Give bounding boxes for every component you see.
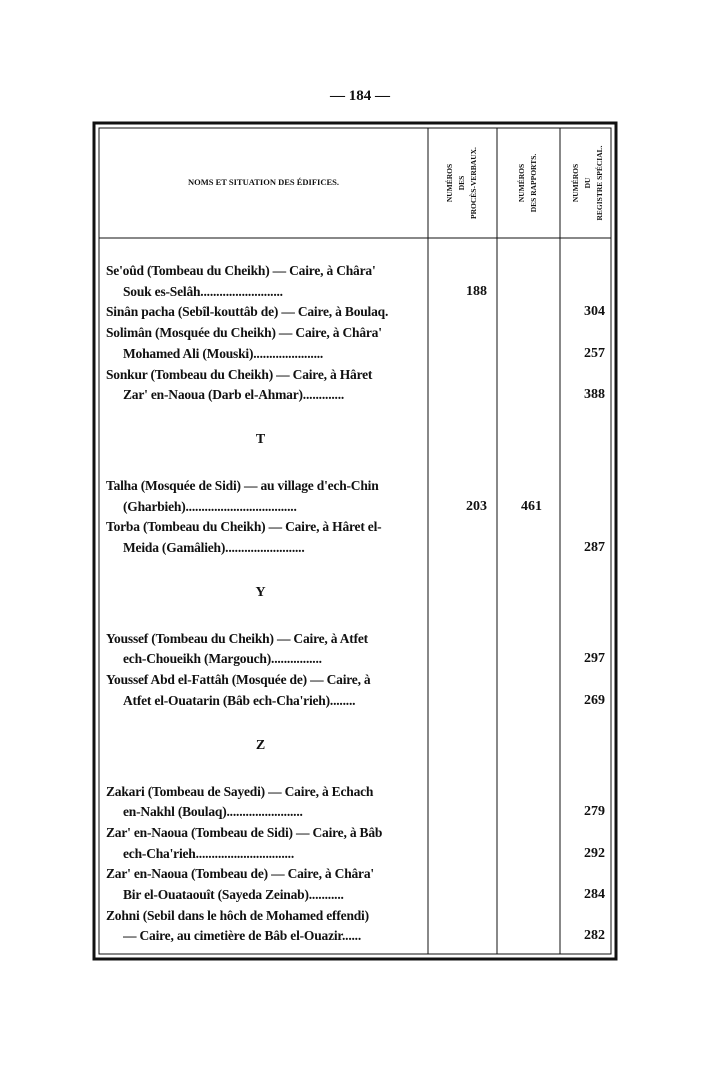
entry-line: Atfet el-Ouatarin (Bâb ech-Cha'rieh)....… <box>123 692 356 708</box>
entry-line: Se'oûd (Tombeau du Cheikh) — Caire, à Ch… <box>106 263 376 278</box>
header-line: NUMÉROS <box>445 163 454 203</box>
entry-number-rapports: 461 <box>521 498 542 514</box>
entry-line: Solimân (Mosquée du Cheikh) — Caire, à C… <box>106 325 382 341</box>
entry-number-pv: 203 <box>466 498 487 514</box>
section-letter: Y <box>255 584 266 600</box>
header-rapports: NUMÉROS DES RAPPORTS. <box>516 128 540 238</box>
entry-number-registre: 279 <box>584 804 605 820</box>
entry-line: Meida (Gamâlieh)........................… <box>123 540 305 555</box>
entry-line: Mohamed Ali (Mouski)....................… <box>123 345 324 361</box>
outer-border <box>92 121 618 961</box>
entry-line: ech-Cha'rieh............................… <box>123 845 295 861</box>
entry-number-registre: 282 <box>584 928 605 944</box>
section-letter: T <box>255 431 266 447</box>
section-letter: Z <box>255 737 266 753</box>
entry-number-registre: 257 <box>584 345 605 361</box>
entry-line: Sinân pacha (Sebîl-kouttâb de) — Caire, … <box>106 304 389 320</box>
entry-line: en-Nakhl (Boulaq).......................… <box>123 804 303 820</box>
header-line: DES RAPPORTS. <box>529 153 538 213</box>
entry-line: Zakari (Tombeau de Sayedi) — Caire, à Ec… <box>106 783 374 799</box>
entry-line: Talha (Mosquée de Sidi) — au village d'e… <box>106 477 379 493</box>
entry-line: — Caire, au cimetière de Bâb el-Ouazir..… <box>123 928 362 944</box>
entry-number-registre: 287 <box>584 540 605 555</box>
entry-number-registre: 292 <box>584 845 605 861</box>
header-line: DES <box>457 175 466 191</box>
entry-line: Souk es-Selâh.......................... <box>123 283 283 299</box>
entry-number-registre: 297 <box>584 651 605 667</box>
header-line: NUMÉROS <box>571 163 580 203</box>
header-line: DU <box>583 177 592 189</box>
entry-number-registre: 388 <box>584 387 605 403</box>
entry-number-registre: 284 <box>584 887 605 902</box>
header-pv: NUMÉROS DES PROCÈS-VERBAUX. <box>444 128 480 238</box>
header-registre: NUMÉROS DU REGISTRE SPÉCIAL. <box>570 128 606 238</box>
entry-line: Zohni (Sebil dans le hôch de Mohamed eff… <box>106 907 369 923</box>
entry-line: Torba (Tombeau du Cheikh) — Caire, à Hâr… <box>106 519 382 535</box>
entry-number-registre: 269 <box>584 692 605 708</box>
entry-line: Youssef Abd el-Fattâh (Mosquée de) — Cai… <box>106 672 371 688</box>
entry-number-registre: 304 <box>584 304 605 320</box>
header-line: REGISTRE SPÉCIAL. <box>595 145 604 221</box>
entry-line: Zar' en-Naoua (Darb el-Ahmar)...........… <box>123 387 345 403</box>
entry-line: Youssef (Tombeau du Cheikh) — Caire, à A… <box>106 630 368 646</box>
entry-line: (Gharbieh)..............................… <box>123 498 297 514</box>
header-line: NUMÉROS <box>517 163 526 203</box>
entry-line: Bir el-Ouataouît (Sayeda Zeinab)........… <box>123 887 344 902</box>
entry-line: ech-Choueikh (Margouch)................ <box>123 651 322 667</box>
page-number: — 184 — <box>330 88 390 104</box>
entry-line: Sonkur (Tombeau du Cheikh) — Caire, à Hâ… <box>106 366 373 382</box>
inner-border <box>98 127 612 955</box>
header-line: PROCÈS-VERBAUX. <box>469 147 478 219</box>
entry-line: Zar' en-Naoua (Tombeau de Sidi) — Caire,… <box>106 824 383 840</box>
entry-number-pv: 188 <box>466 283 487 299</box>
entry-line: Zar' en-Naoua (Tombeau de) — Caire, à Ch… <box>106 866 374 882</box>
header-name: NOMS ET SITUATION DES ÉDIFICES. <box>187 177 340 187</box>
